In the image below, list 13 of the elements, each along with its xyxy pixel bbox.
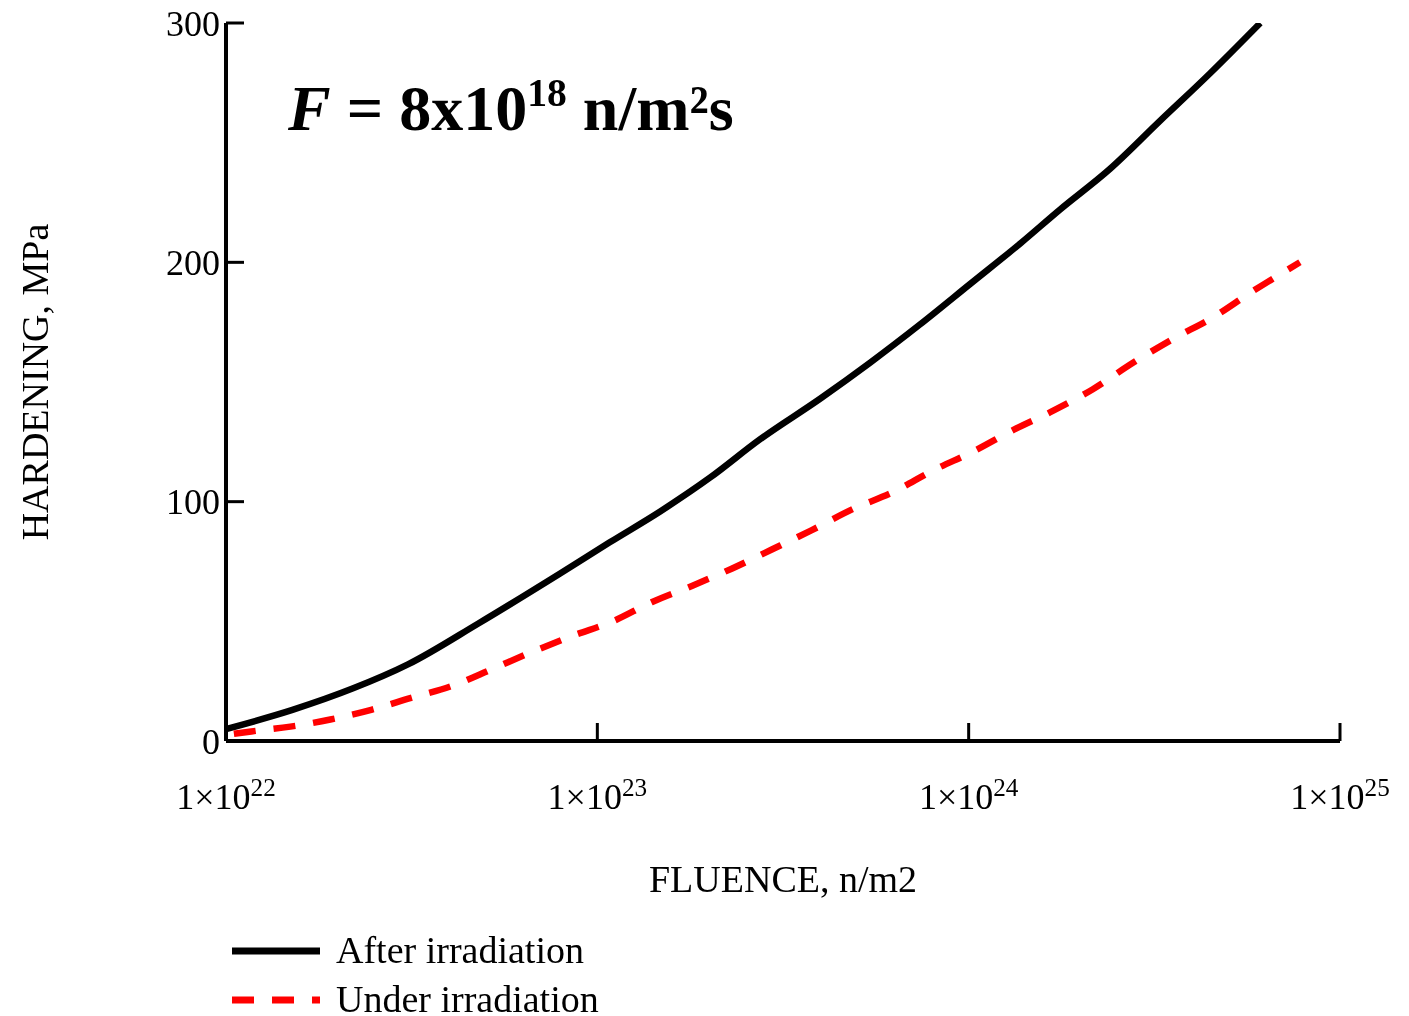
x-tick-label: 1×10$^{23}$ — [547, 773, 648, 817]
x-axis-title: FLUENCE, n/m2 — [648, 858, 918, 900]
y-axis-title: HARDENING, MPa — [14, 223, 56, 541]
legend-label: After irradiation — [336, 928, 584, 973]
y-tick-label: 300 — [166, 3, 220, 44]
legend-label: Under irradiation — [336, 977, 599, 1016]
y-tick-label: 100 — [166, 482, 220, 523]
y-tick-label: 0 — [202, 721, 220, 762]
y-tick-label: 200 — [166, 242, 220, 283]
annotation: F = 8x10$^{18}$ n/m²s — [288, 71, 734, 144]
x-tick-label: 1×10$^{25}$ — [1290, 773, 1390, 817]
x-tick-label: 1×10$^{24}$ — [918, 773, 1019, 817]
x-tick-label: 1×10$^{22}$ — [176, 773, 276, 817]
